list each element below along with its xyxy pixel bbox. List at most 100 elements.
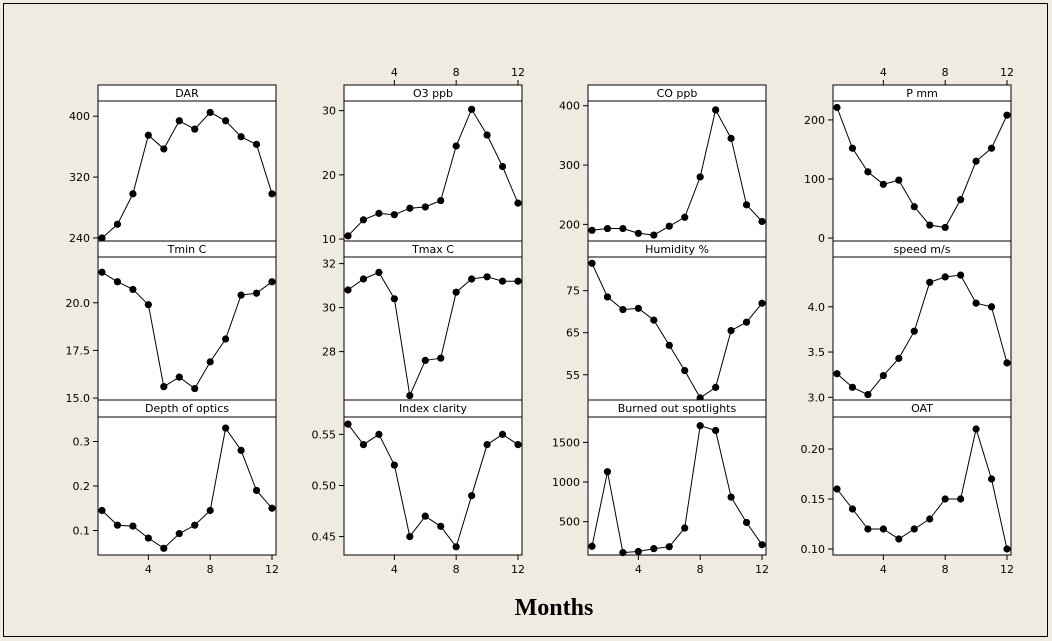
y-tick-label: 0.45 (312, 531, 337, 544)
data-point (634, 547, 642, 556)
y-tick-label: 0 (818, 232, 825, 245)
panel: Tmax C 28 30 32 (322, 240, 523, 401)
data-point (864, 525, 872, 533)
data-point (191, 125, 199, 133)
panel-plot-area (97, 256, 277, 401)
y-tick-label: 200 (804, 114, 825, 127)
data-point (665, 341, 673, 349)
x-tick-label: 12 (1000, 66, 1014, 79)
y-tick-label: 17.5 (66, 344, 91, 357)
data-point (712, 426, 720, 435)
data-point (268, 278, 276, 286)
data-point (160, 145, 168, 153)
panel: OAT 0.10 0.15 0.20 4 8 12 (801, 399, 1014, 576)
data-point (144, 301, 152, 309)
data-point (344, 420, 352, 428)
data-point (191, 384, 199, 393)
data-point (191, 521, 199, 529)
data-point (727, 134, 735, 142)
data-point (972, 299, 980, 307)
panel: O3 ppb 10 20 30 4 8 12 (322, 66, 525, 246)
data-point (895, 535, 903, 543)
y-tick-label: 30 (322, 105, 336, 118)
panel-plot-area (587, 256, 767, 401)
series-line (591, 425, 763, 554)
panel-title: OAT (911, 402, 933, 415)
data-point (681, 524, 689, 532)
data-point (864, 390, 872, 399)
panel-plot-area (587, 100, 767, 242)
y-tick-label: 0.55 (312, 428, 337, 441)
y-tick-label: 3.0 (808, 391, 826, 404)
panel-title: DAR (175, 87, 199, 100)
data-point (390, 461, 398, 469)
panel-title: O3 ppb (413, 87, 453, 100)
data-point (665, 543, 673, 551)
data-point (98, 268, 106, 276)
data-point (619, 224, 627, 233)
y-tick-label: 0.10 (801, 543, 826, 556)
y-tick-label: 55 (566, 369, 580, 382)
outer-border (3, 3, 1048, 637)
data-point (514, 441, 522, 449)
data-point (514, 199, 522, 207)
data-point (696, 173, 704, 181)
x-tick-label: 8 (942, 66, 949, 79)
y-tick-label: 1000 (552, 476, 580, 489)
panel-plot-area (832, 416, 1012, 556)
data-point (268, 190, 276, 198)
data-point (375, 268, 383, 276)
data-point (742, 518, 751, 527)
data-point (206, 506, 214, 515)
y-tick-label: 200 (559, 218, 580, 231)
data-point (359, 441, 368, 449)
panel-title: Depth of optics (145, 402, 229, 415)
data-point (344, 286, 352, 294)
data-point (758, 217, 766, 226)
data-point (222, 424, 230, 432)
data-point (160, 383, 168, 391)
data-point (437, 522, 445, 530)
panel: DAR 240 320 400 (69, 84, 277, 245)
y-tick-label: 500 (559, 516, 580, 529)
data-point (895, 176, 903, 184)
data-point (665, 222, 673, 230)
panel: P mm 0 100 200 4 8 12 (804, 66, 1014, 245)
data-point (390, 211, 398, 219)
x-tick-label: 8 (453, 563, 460, 576)
x-tick-label: 4 (391, 66, 398, 79)
data-point (406, 392, 414, 400)
data-point (113, 521, 122, 529)
data-point (129, 190, 137, 198)
data-point (252, 486, 261, 495)
data-point (498, 162, 507, 171)
data-point (1003, 545, 1011, 553)
data-point (452, 543, 460, 551)
panel-title: CO ppb (657, 87, 698, 100)
data-point (344, 232, 352, 240)
data-point (206, 108, 214, 117)
data-point (268, 504, 276, 512)
data-point (910, 525, 918, 533)
data-point (113, 220, 122, 228)
data-point (650, 231, 658, 239)
y-tick-label: 0.3 (73, 435, 91, 448)
data-point (129, 285, 137, 294)
panel-title: speed m/s (894, 243, 951, 256)
data-point (712, 383, 720, 391)
panel-title: P mm (906, 87, 938, 100)
x-tick-label: 4 (880, 66, 887, 79)
data-point (848, 505, 857, 513)
data-point (514, 277, 522, 285)
data-point (498, 277, 507, 285)
panel-plot-area (343, 416, 523, 556)
panel-plot-area (587, 416, 767, 556)
y-tick-label: 400 (69, 110, 90, 123)
data-point (987, 303, 996, 311)
data-point (712, 106, 720, 114)
y-tick-label: 30 (322, 302, 336, 315)
data-point (727, 327, 735, 335)
data-point (222, 335, 230, 343)
panel: Humidity % 55 65 75 (566, 240, 767, 402)
x-tick-label: 12 (1000, 563, 1014, 576)
